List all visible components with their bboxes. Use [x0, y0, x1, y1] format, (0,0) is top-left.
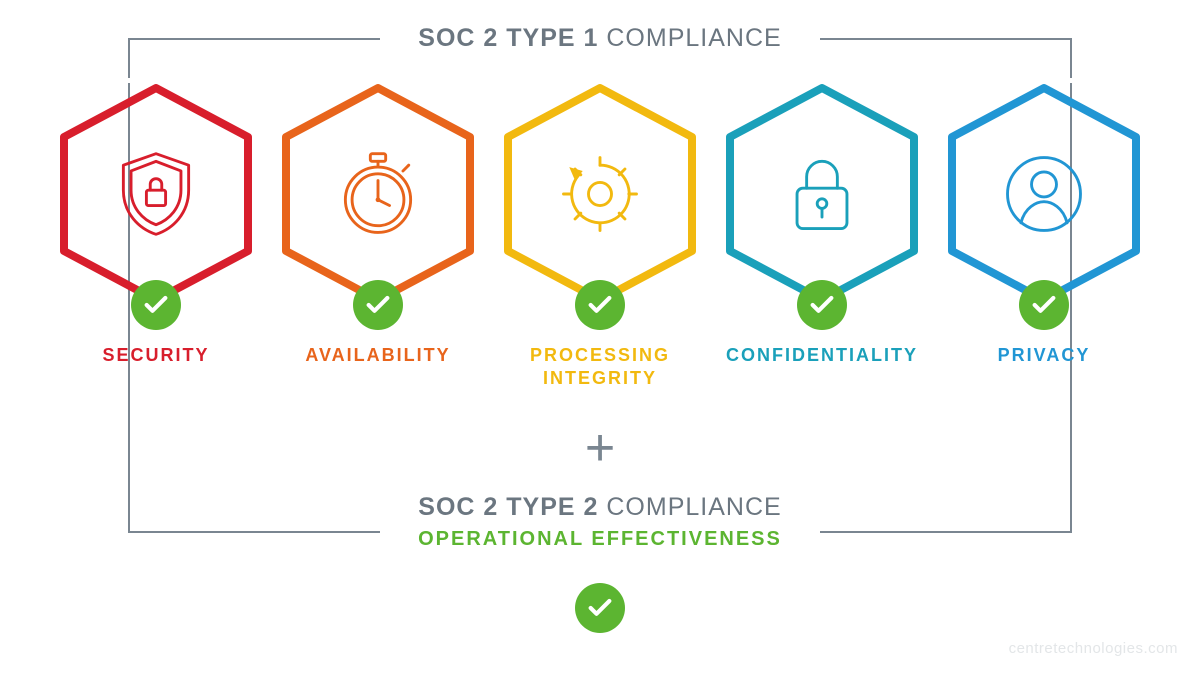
hex-label: SECURITY	[102, 344, 209, 367]
hexagon	[278, 80, 478, 308]
watermark: centretechnologies.com	[1009, 640, 1178, 657]
footer-title: SOC 2 TYPE 2 COMPLIANCE	[380, 493, 820, 522]
hex-label: PRIVACY	[998, 344, 1091, 367]
footer-subtitle: OPERATIONAL EFFECTIVENESS	[380, 528, 820, 551]
user-circle-icon	[996, 146, 1092, 242]
footer-bold: SOC 2 TYPE 2	[418, 493, 598, 521]
hex-label: AVAILABILITY	[305, 344, 450, 367]
hex-label: PROCESSING INTEGRITY	[530, 344, 670, 389]
hexagon-row: SECURITY AVAILABILITY	[0, 80, 1200, 389]
hex-cell-privacy: PRIVACY	[944, 80, 1144, 389]
footer-light: COMPLIANCE	[598, 493, 781, 521]
hex-cell-security: SECURITY	[56, 80, 256, 389]
footer-checkmark	[575, 583, 625, 633]
shield-lock-icon	[108, 146, 204, 242]
hex-cell-confidentiality: CONFIDENTIALITY	[722, 80, 922, 389]
checkmark-icon	[797, 280, 847, 330]
stopwatch-icon	[330, 146, 426, 242]
checkmark-icon	[353, 280, 403, 330]
lock-icon	[774, 146, 870, 242]
footer-block: SOC 2 TYPE 2 COMPLIANCE OPERATIONAL EFFE…	[380, 487, 820, 557]
checkmark-icon	[131, 280, 181, 330]
hex-cell-availability: AVAILABILITY	[278, 80, 478, 389]
hexagon	[500, 80, 700, 308]
hexagon	[944, 80, 1144, 308]
hexagon	[56, 80, 256, 308]
hexagon	[722, 80, 922, 308]
check-icon	[586, 594, 614, 622]
plus-symbol: +	[0, 422, 1200, 474]
hex-label: CONFIDENTIALITY	[726, 344, 918, 367]
checkmark-icon	[575, 280, 625, 330]
gear-arrow-icon	[552, 146, 648, 242]
header-light: COMPLIANCE	[598, 24, 781, 52]
header-bold: SOC 2 TYPE 1	[418, 24, 598, 52]
header-title: SOC 2 TYPE 1 COMPLIANCE	[380, 24, 820, 53]
hex-cell-processing: PROCESSING INTEGRITY	[500, 80, 700, 389]
checkmark-icon	[1019, 280, 1069, 330]
